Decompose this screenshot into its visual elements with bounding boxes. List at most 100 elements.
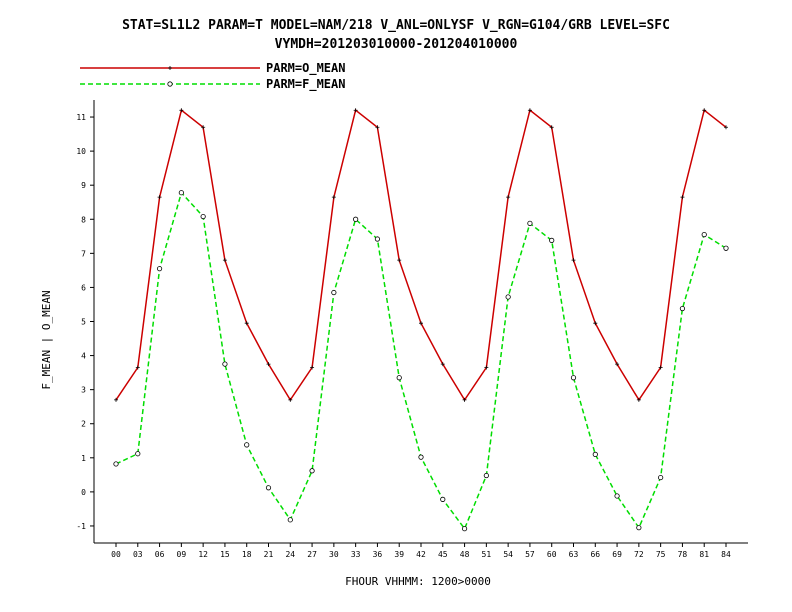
data-point xyxy=(702,108,707,113)
y-tick-label: 5 xyxy=(81,318,86,327)
x-tick-label: 66 xyxy=(590,550,600,559)
x-tick-label: 72 xyxy=(634,550,644,559)
legend-label: PARM=O_MEAN xyxy=(266,61,345,76)
x-tick-label: 06 xyxy=(155,550,165,559)
data-point xyxy=(680,195,685,200)
data-point xyxy=(288,397,293,402)
series-line xyxy=(115,108,727,402)
x-tick-label: 48 xyxy=(460,550,470,559)
x-tick-label: 21 xyxy=(264,550,274,559)
data-point xyxy=(570,375,577,381)
data-point xyxy=(505,294,511,300)
data-point xyxy=(614,493,620,499)
data-point xyxy=(701,232,707,238)
x-tick-label: 39 xyxy=(394,550,404,559)
y-axis-label: F_MEAN | O_MEAN xyxy=(40,290,53,389)
data-point xyxy=(723,245,729,251)
y-tick-label: -1 xyxy=(76,522,86,531)
y-tick-label: 3 xyxy=(81,386,86,395)
chart-subtitle: VYMDH=201203010000-201204010000 xyxy=(275,37,518,52)
legend-marker xyxy=(168,66,172,70)
x-tick-label: 15 xyxy=(220,550,230,559)
x-tick-label: 54 xyxy=(503,550,513,559)
x-tick-label: 78 xyxy=(678,550,688,559)
x-tick-label: 57 xyxy=(525,550,535,559)
series-2 xyxy=(113,190,729,532)
x-tick-label: 75 xyxy=(656,550,666,559)
data-point xyxy=(527,220,533,226)
series-layer xyxy=(113,108,729,532)
data-point xyxy=(506,195,511,200)
x-tick-label: 00 xyxy=(111,550,121,559)
series-line xyxy=(115,191,727,531)
data-point xyxy=(397,258,402,263)
x-axis-label: FHOUR VHHMM: 1200>0000 xyxy=(345,575,491,588)
data-point xyxy=(440,496,446,502)
data-point xyxy=(636,397,641,402)
y-tick-label: 8 xyxy=(81,215,86,224)
data-point xyxy=(135,451,141,457)
data-point xyxy=(592,451,598,457)
data-point xyxy=(418,454,424,460)
data-point xyxy=(419,321,423,326)
y-tick-label: 0 xyxy=(81,488,86,497)
x-tick-label: 09 xyxy=(177,550,187,559)
y-tick-label: 10 xyxy=(76,147,86,156)
data-point xyxy=(157,195,162,200)
x-tick-label: 42 xyxy=(416,550,426,559)
x-tick-label: 36 xyxy=(373,550,383,559)
data-point xyxy=(265,485,272,491)
data-point xyxy=(461,526,468,532)
x-tick-label: 63 xyxy=(569,550,579,559)
legend-label: PARM=F_MEAN xyxy=(266,77,345,92)
data-point xyxy=(484,365,489,370)
data-point xyxy=(114,397,118,402)
chart-title: STAT=SL1L2 PARAM=T MODEL=NAM/218 V_ANL=O… xyxy=(122,18,670,33)
y-tick-label: 2 xyxy=(81,420,86,429)
data-point xyxy=(636,525,642,531)
data-point xyxy=(222,361,228,367)
x-tick-label: 69 xyxy=(612,550,622,559)
y-tick-label: 9 xyxy=(81,181,86,190)
x-tick-label: 03 xyxy=(133,550,143,559)
data-point xyxy=(178,190,184,196)
y-tick-label: 4 xyxy=(81,352,86,361)
legend-marker xyxy=(167,81,173,87)
data-point xyxy=(200,213,206,220)
data-point xyxy=(244,321,249,326)
x-tick-label: 27 xyxy=(307,550,317,559)
x-tick-label: 60 xyxy=(547,550,557,559)
data-point xyxy=(222,258,227,263)
data-point xyxy=(549,237,555,243)
data-point xyxy=(135,365,140,370)
data-point xyxy=(679,305,686,312)
data-point xyxy=(549,125,554,130)
data-point xyxy=(201,125,206,130)
x-tick-label: 30 xyxy=(329,550,339,559)
y-tick-label: 6 xyxy=(81,283,86,292)
data-point xyxy=(156,266,163,272)
x-tick-label: 33 xyxy=(351,550,361,559)
data-point xyxy=(375,125,380,130)
data-point xyxy=(396,375,402,381)
data-point xyxy=(309,468,315,474)
data-point xyxy=(527,108,532,113)
data-point xyxy=(310,365,315,370)
x-tick-label: 12 xyxy=(198,550,208,559)
data-point xyxy=(331,289,337,296)
data-point xyxy=(440,362,445,367)
y-tick-label: 11 xyxy=(76,113,86,122)
x-tick-label: 18 xyxy=(242,550,252,559)
data-point xyxy=(353,216,359,222)
data-point xyxy=(287,517,293,523)
data-point xyxy=(331,195,336,200)
y-tick-label: 1 xyxy=(81,454,86,463)
data-point xyxy=(244,442,250,448)
data-point xyxy=(571,258,576,263)
x-tick-label: 84 xyxy=(721,550,731,559)
data-point xyxy=(113,461,119,467)
x-tick-label: 24 xyxy=(285,550,295,559)
data-point xyxy=(266,362,271,367)
